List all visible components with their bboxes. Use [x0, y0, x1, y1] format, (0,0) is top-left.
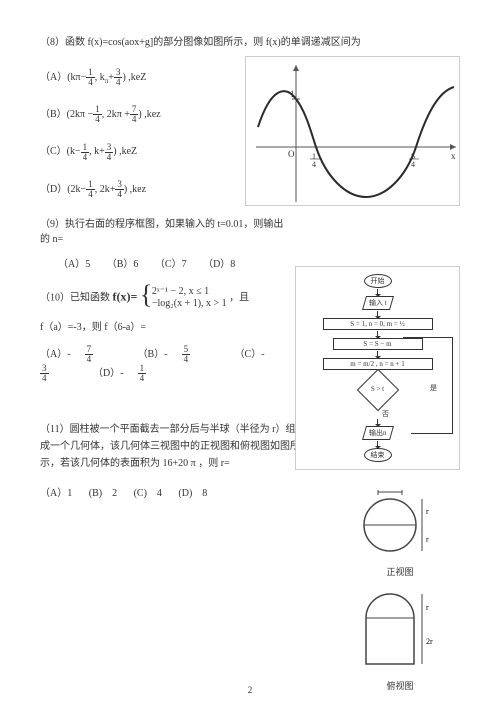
opt-text: ) ,kez: [138, 109, 160, 120]
fc-output: 输出n: [362, 426, 394, 440]
q9-opt-d: （D）8: [203, 259, 235, 270]
q8-options: （A）(kπ−14, kπ+34) ,keZ （B）(2kπ −14, 2kπ …: [40, 68, 215, 199]
fc-input: 输入 t: [362, 296, 394, 310]
origin-label: O: [288, 149, 295, 159]
q9-text: （9）执行右面的程序框图，如果输入的 t=0.01，则输出的 n=: [40, 217, 290, 247]
front-view-svg: 2r r r: [350, 490, 450, 560]
q10-trail: ，且: [229, 292, 249, 303]
svg-text:r: r: [426, 507, 429, 516]
frac-d: 4: [93, 115, 102, 124]
top-view-svg: r 2r: [350, 584, 450, 674]
lbl: （B）-: [138, 349, 168, 360]
opt-text: ) ,keZ: [113, 146, 137, 157]
fc-step1: S = S − m: [333, 338, 423, 350]
q10-block: （10）已知函数 f(x)= 2ˣ⁻¹ − 2, x ≤ 1 −log₂(x +…: [40, 286, 290, 383]
q8-option-d: （D）(2k−14, 2k+34) ,kez: [40, 180, 215, 199]
fc-yes: 是: [430, 383, 437, 393]
piecewise-row1: 2ˣ⁻¹ − 2, x ≤ 1: [152, 286, 227, 298]
frac-d: 4: [86, 190, 95, 199]
q11-text: （11）圆柱被一个平面截去一部分后与半球（半径为 r）组成一个几何体，该几何体三…: [40, 421, 300, 472]
frac-d: 4: [182, 355, 191, 364]
q8-option-b: （B）(2kπ −14, 2kπ +74) ,kez: [40, 105, 215, 124]
page-number: 2: [0, 685, 500, 695]
lbl: （D）-: [93, 368, 124, 379]
svg-text:r: r: [426, 535, 429, 544]
opt-text: （B）(2kπ −: [40, 109, 93, 120]
front-view-label: 正视图: [350, 565, 450, 578]
frac-d: 4: [40, 374, 49, 383]
q11-block: （11）圆柱被一个平面截去一部分后与半球（半径为 r）组成一个几何体，该几何体三…: [40, 421, 300, 501]
frac-d: 4: [85, 355, 94, 364]
fc-start: 开始: [364, 274, 392, 288]
opt-text: ) ,kez: [124, 184, 146, 195]
flowchart: 开始 输入 t S = 1, n = 0, m = ½ S = S − m m …: [295, 266, 460, 470]
svg-text:4: 4: [312, 160, 316, 169]
piecewise-brace: 2ˣ⁻¹ − 2, x ≤ 1 −log₂(x + 1), x > 1: [140, 286, 227, 310]
svg-text:r: r: [426, 603, 429, 612]
frac-d: 4: [86, 78, 95, 87]
q10-line2: f（a）=-3，则 f（6-a）=: [40, 320, 290, 335]
opt-text: , k+: [89, 146, 105, 157]
q10-options: （A）-74 （B）-54 （C）-34 （D）-14: [40, 345, 290, 383]
svg-text:4: 4: [411, 160, 415, 169]
q8-option-a: （A）(kπ−14, kπ+34) ,keZ: [40, 68, 215, 87]
pi: π: [105, 77, 109, 85]
frac-d: 4: [138, 374, 147, 383]
q8-cosine-graph: O 1 1 4 5 4 x: [245, 56, 460, 206]
fc-no: 否: [382, 409, 389, 419]
q9-options: （A）5 （B）6 （C）7 （D）8: [40, 257, 290, 272]
lbl: （C）-: [235, 349, 265, 360]
q9-opt-a: （A）5: [58, 259, 90, 270]
q8-option-c: （C）(k−14, k+34) ,keZ: [40, 142, 215, 161]
opt-text: （A）(kπ−: [40, 72, 86, 83]
q9-opt-b: （B）6: [107, 259, 139, 270]
opt-text: , 2k+: [95, 184, 116, 195]
q10-line1: （10）已知函数 f(x)= 2ˣ⁻¹ − 2, x ≤ 1 −log₂(x +…: [40, 286, 290, 310]
opt-text: （C）(k−: [40, 146, 81, 157]
opt-text: ) ,keZ: [122, 72, 146, 83]
q10-opt-b: （B）-54: [138, 349, 219, 360]
q9-block: （9）执行右面的程序框图，如果输入的 t=0.01，则输出的 n= （A）5 （…: [40, 217, 290, 272]
piecewise-row2: −log₂(x + 1), x > 1: [152, 298, 227, 310]
fc-init: S = 1, n = 0, m = ½: [323, 318, 433, 330]
q10-fx: f(x)=: [113, 289, 138, 303]
q11-opt-c: (C) 4: [134, 488, 162, 499]
svg-text:2r: 2r: [384, 490, 391, 492]
q10-opt-d: （D）-14: [93, 368, 174, 379]
q10-lead: （10）已知函数: [40, 292, 110, 303]
svg-text:x: x: [451, 151, 456, 161]
opt-text: （D）(2k−: [40, 184, 86, 195]
q11-options: （A）1 (B) 2 (C) 4 (D) 8: [40, 486, 300, 501]
opt-text: , k: [95, 72, 105, 83]
three-views: 2r r r 正视图 r 2r 俯视图: [350, 490, 450, 692]
q9-opt-c: （C）7: [155, 259, 187, 270]
frac-d: 4: [81, 153, 90, 162]
q11-opt-d: (D) 8: [178, 488, 207, 499]
q10-opt-a: （A）-74: [40, 349, 121, 360]
frac-d: 4: [115, 190, 124, 199]
fc-decision: S > t 是: [300, 379, 455, 401]
svg-text:2r: 2r: [426, 637, 433, 646]
opt-text: , 2kπ +: [102, 109, 130, 120]
fc-end: 结束: [364, 448, 392, 462]
lbl: （A）-: [40, 349, 71, 360]
frac-d: 4: [105, 153, 114, 162]
q8-header: （8）函数 f(x)=cos(aox+g]的部分图像如图所示，则 f(x)的单调…: [40, 35, 460, 50]
q11-opt-a: （A）1: [40, 488, 72, 499]
q11-opt-b: (B) 2: [89, 488, 117, 499]
